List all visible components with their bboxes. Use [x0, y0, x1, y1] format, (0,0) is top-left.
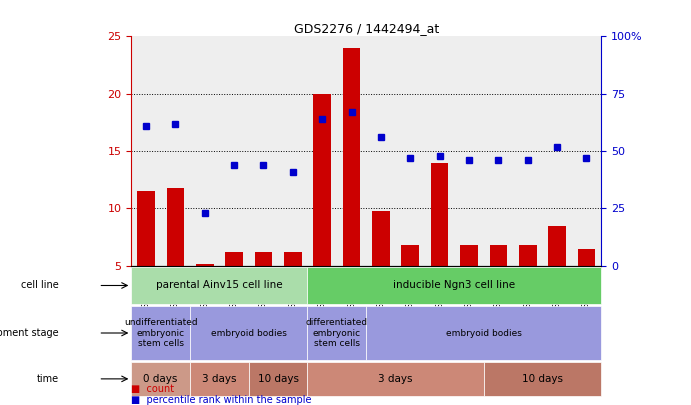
Bar	[131, 362, 190, 396]
Bar	[131, 266, 307, 305]
Bar	[401, 245, 419, 266]
Bar	[131, 306, 190, 360]
Bar	[548, 226, 566, 266]
Bar	[307, 266, 601, 305]
Bar	[307, 362, 484, 396]
Text: inducible Ngn3 cell line: inducible Ngn3 cell line	[393, 281, 515, 290]
Bar	[190, 362, 249, 396]
Bar	[137, 191, 155, 266]
Bar	[343, 48, 361, 266]
Text: time: time	[37, 374, 59, 384]
Text: differentiated
embryonic
stem cells: differentiated embryonic stem cells	[306, 318, 368, 348]
Text: ■  percentile rank within the sample: ■ percentile rank within the sample	[131, 394, 312, 405]
Text: 10 days: 10 days	[258, 374, 299, 384]
Bar	[314, 94, 331, 266]
Text: ■  count: ■ count	[131, 384, 174, 394]
Bar	[307, 306, 366, 360]
Bar	[167, 188, 184, 266]
Bar	[190, 306, 307, 360]
Text: cell line: cell line	[21, 281, 59, 290]
Bar	[372, 211, 390, 266]
Bar	[284, 252, 301, 266]
Bar	[484, 362, 601, 396]
Text: parental Ainv15 cell line: parental Ainv15 cell line	[156, 281, 283, 290]
Text: undifferentiated
embryonic
stem cells: undifferentiated embryonic stem cells	[124, 318, 198, 348]
Text: 3 days: 3 days	[379, 374, 413, 384]
Bar	[249, 362, 307, 396]
Title: GDS2276 / 1442494_at: GDS2276 / 1442494_at	[294, 22, 439, 35]
Text: embryoid bodies: embryoid bodies	[211, 328, 287, 337]
Text: development stage: development stage	[0, 328, 59, 338]
Text: 10 days: 10 days	[522, 374, 563, 384]
Bar	[519, 245, 536, 266]
Text: embryoid bodies: embryoid bodies	[446, 328, 522, 337]
Bar	[578, 249, 595, 266]
Bar	[430, 163, 448, 266]
Bar	[196, 264, 214, 266]
Text: 3 days: 3 days	[202, 374, 236, 384]
Bar	[366, 306, 601, 360]
Bar	[460, 245, 477, 266]
Bar	[489, 245, 507, 266]
Text: 0 days: 0 days	[144, 374, 178, 384]
Bar	[254, 252, 272, 266]
Bar	[225, 252, 243, 266]
